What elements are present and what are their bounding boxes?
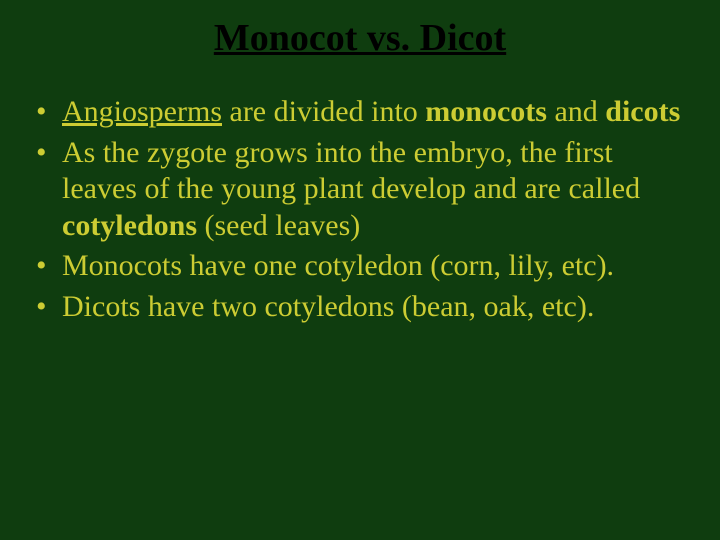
- bullet-list: Angiosperms are divided into monocots an…: [28, 94, 692, 326]
- text-run: monocots: [425, 95, 547, 128]
- text-run: Angiosperms: [62, 95, 222, 128]
- bullet-item: Monocots have one cotyledon (corn, lily,…: [28, 248, 692, 285]
- bullet-item: Angiosperms are divided into monocots an…: [28, 94, 692, 131]
- text-run: Dicots have two cotyledons (bean, oak, e…: [62, 290, 594, 323]
- text-run: As the zygote grows into the embryo, the…: [62, 136, 640, 206]
- text-run: Monocots have one cotyledon (corn, lily,…: [62, 249, 614, 282]
- text-run: dicots: [605, 95, 680, 128]
- text-run: are divided into: [222, 95, 425, 128]
- text-run: and: [547, 95, 605, 128]
- slide-title: Monocot vs. Dicot: [28, 16, 692, 60]
- bullet-item: Dicots have two cotyledons (bean, oak, e…: [28, 289, 692, 326]
- text-run: cotyledons: [62, 209, 197, 242]
- text-run: (seed leaves): [197, 209, 360, 242]
- bullet-item: As the zygote grows into the embryo, the…: [28, 135, 692, 245]
